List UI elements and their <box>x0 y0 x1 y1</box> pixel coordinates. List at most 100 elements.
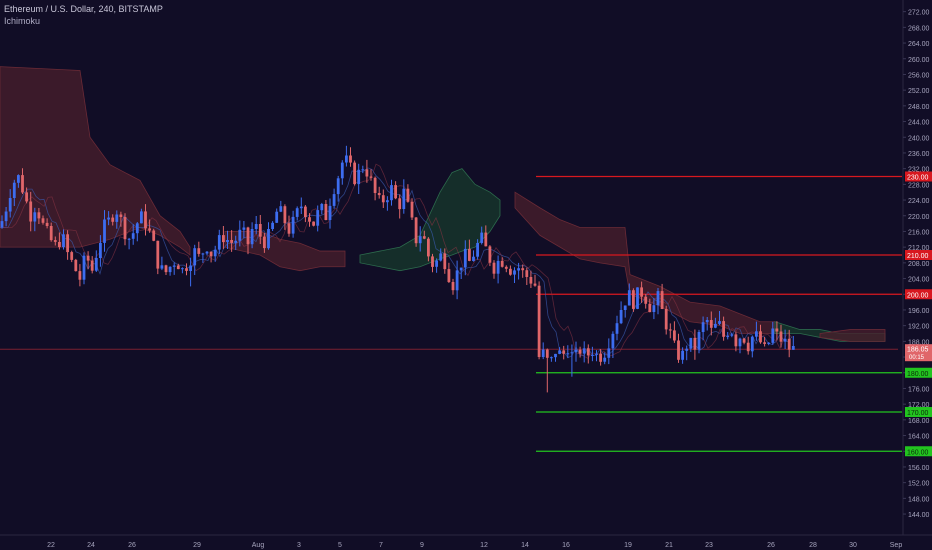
candle-body <box>578 349 582 354</box>
candle-body <box>537 285 541 357</box>
y-tick-label: 192.00 <box>908 324 930 331</box>
x-tick-label: 14 <box>521 542 529 549</box>
candle-body <box>644 296 648 304</box>
candle-body <box>283 206 287 224</box>
x-tick-label: 5 <box>338 542 342 549</box>
candle-body <box>607 348 611 358</box>
candle-body <box>459 267 463 271</box>
candle-body <box>775 328 779 332</box>
candle-body <box>66 234 69 253</box>
candle-body <box>201 253 205 255</box>
candle-body <box>746 342 750 352</box>
candle-body <box>226 240 229 243</box>
level-badge-180.00 <box>905 367 932 378</box>
candle-body <box>566 353 570 355</box>
candle-body <box>623 305 627 310</box>
candle-body <box>673 330 676 341</box>
candle-body <box>525 270 529 277</box>
candle-body <box>107 217 110 220</box>
x-tick-label: 29 <box>193 542 201 549</box>
candle-body <box>230 240 233 243</box>
candle-body <box>755 331 758 337</box>
level-badge-200.00 <box>905 289 932 300</box>
y-tick-label: 168.00 <box>908 418 930 425</box>
candle-body <box>291 216 295 234</box>
candle-body <box>189 265 192 271</box>
candle-body <box>86 255 90 261</box>
x-tick-label: 24 <box>87 542 95 549</box>
y-tick-label: 156.00 <box>908 465 930 472</box>
y-tick-label: 256.00 <box>908 72 930 79</box>
x-tick-label: 7 <box>379 542 383 549</box>
candle-body <box>386 200 389 203</box>
candle-body <box>664 309 668 330</box>
candle-body <box>197 248 201 254</box>
candle-body <box>340 162 344 179</box>
candle-body <box>422 236 426 239</box>
candle-body <box>722 321 725 337</box>
candle-body <box>111 217 115 222</box>
candle-body <box>131 233 135 239</box>
candle-body <box>677 340 680 360</box>
candle-body <box>275 211 279 223</box>
countdown-label: 00:15 <box>909 355 925 361</box>
candle-body <box>603 357 607 362</box>
candle-body <box>402 188 406 209</box>
candle-body <box>533 283 537 286</box>
candle-body <box>58 242 61 248</box>
candle-body <box>103 219 106 243</box>
candle-body <box>791 346 795 350</box>
candle-body <box>99 242 102 258</box>
candle-body <box>29 201 33 222</box>
level-label-230.00: 230.00 <box>907 175 929 182</box>
candle-body <box>562 350 566 354</box>
candle-body <box>439 253 443 261</box>
candle-body <box>595 353 598 355</box>
candle-body <box>181 268 184 270</box>
candle-body <box>492 262 496 274</box>
current-price-label: 186.05 <box>907 347 929 354</box>
candle-body <box>513 270 516 275</box>
candle-body <box>33 212 37 222</box>
symbol-title: Ethereum / U.S. Dollar, 240, BITSTAMP <box>4 4 163 14</box>
y-tick-label: 148.00 <box>908 496 930 503</box>
y-tick-label: 204.00 <box>908 277 930 284</box>
candle-body <box>742 338 746 343</box>
candle-body <box>308 217 311 222</box>
candle-body <box>156 240 160 269</box>
candle-body <box>714 323 717 328</box>
candle-body <box>574 349 578 353</box>
candle-body <box>25 192 28 202</box>
candle-body <box>21 175 24 193</box>
candle-body <box>0 221 4 228</box>
candle-body <box>168 266 172 273</box>
y-tick-label: 248.00 <box>908 104 930 111</box>
candle-body <box>17 175 20 183</box>
level-badge-210.00 <box>905 250 932 260</box>
candle-body <box>271 222 274 229</box>
candle-body <box>619 310 623 324</box>
candle-body <box>250 229 254 245</box>
candle-body <box>312 221 315 226</box>
candle-body <box>90 260 94 271</box>
candle-body <box>468 248 471 261</box>
candle-body <box>254 224 258 229</box>
level-label-200.00: 200.00 <box>907 292 929 299</box>
candle-body <box>685 348 689 351</box>
candle-body <box>586 348 590 356</box>
candle-body <box>582 348 586 354</box>
candle-body <box>373 177 377 193</box>
candle-body <box>45 222 49 226</box>
candle-body <box>295 208 299 217</box>
candle-body <box>94 258 98 271</box>
candle-body <box>705 320 709 323</box>
indicator-label[interactable]: Ichimoku <box>4 16 41 26</box>
candle-body <box>242 227 246 230</box>
candle-body <box>414 217 418 244</box>
y-tick-label: 176.00 <box>908 386 930 393</box>
candle-body <box>591 354 594 356</box>
level-badge-170.00 <box>905 407 932 417</box>
candle-body <box>689 337 693 349</box>
